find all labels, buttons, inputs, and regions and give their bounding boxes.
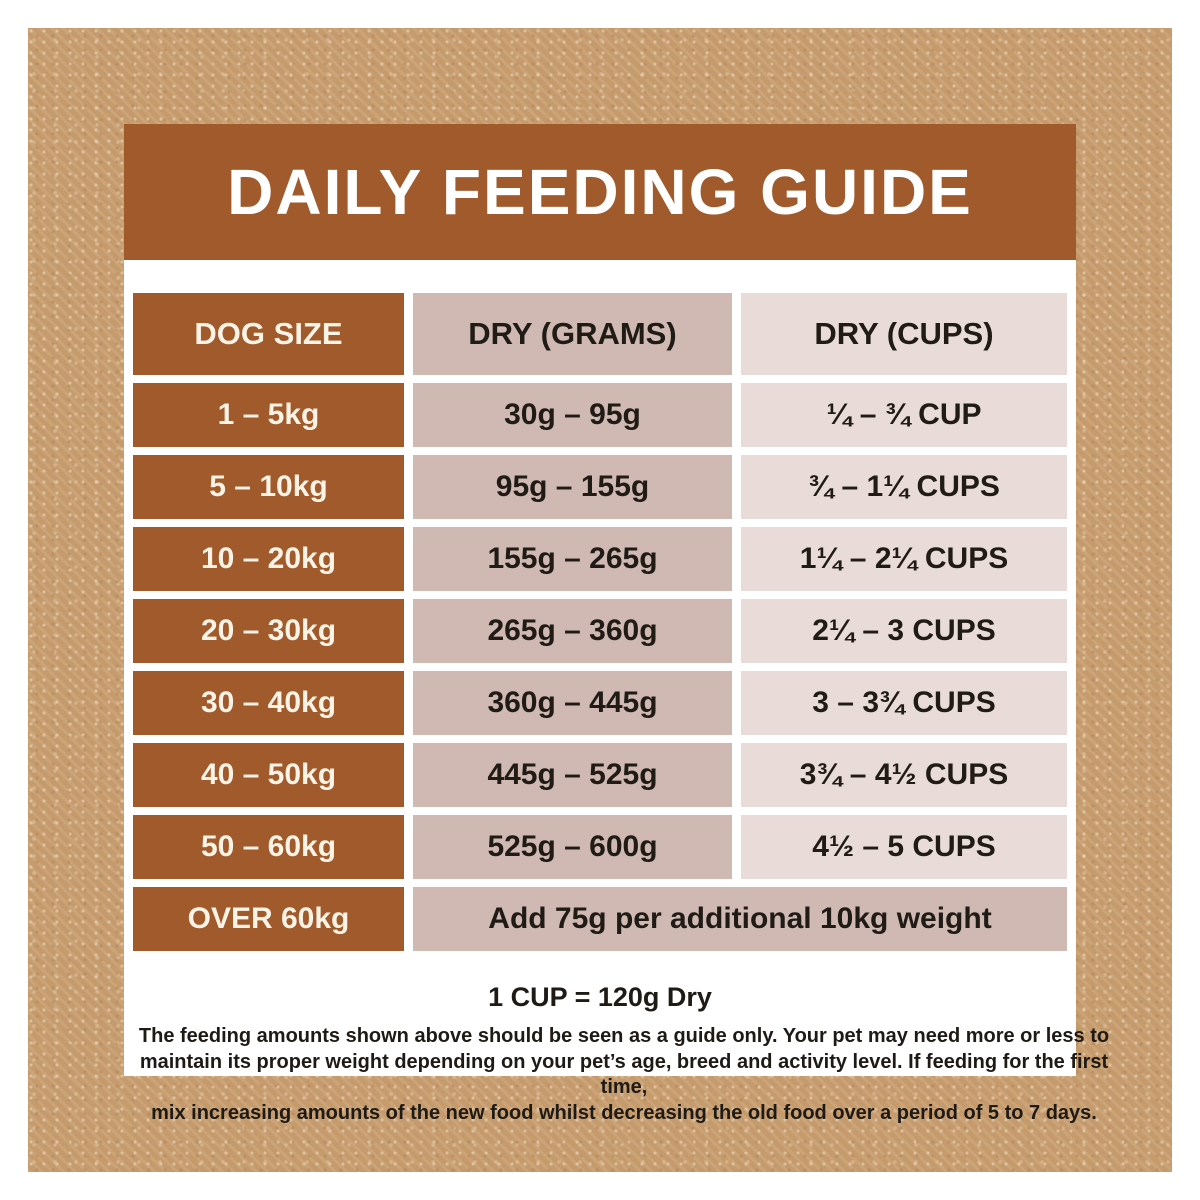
grams-cell: 95g – 155g [413, 455, 732, 519]
dog-size-cell: 5 – 10kg [133, 455, 404, 519]
cups-cell: ¼ – ¾ CUP [741, 383, 1067, 447]
page-title: DAILY FEEDING GUIDE [227, 156, 973, 228]
dog-size-cell: 20 – 30kg [133, 599, 404, 663]
cups-cell: ¾ – 1¼ CUPS [741, 455, 1067, 519]
title-banner: DAILY FEEDING GUIDE [124, 124, 1076, 260]
column-header-dog-size: DOG SIZE [133, 293, 404, 375]
disclaimer-line-3: mix increasing amounts of the new food w… [151, 1101, 1097, 1124]
column-header-dry-cups: DRY (CUPS) [741, 293, 1067, 375]
feeding-disclaimer: The feeding amounts shown above should b… [124, 1024, 1124, 1126]
dog-size-cell: OVER 60kg [133, 887, 404, 951]
cups-cell: 2¼ – 3 CUPS [741, 599, 1067, 663]
cup-equivalence-note: 1 CUP = 120g Dry [488, 982, 712, 1012]
dog-size-cell: 30 – 40kg [133, 671, 404, 735]
note-cell: Add 75g per additional 10kg weight [413, 887, 1067, 951]
feeding-table: DOG SIZE DRY (GRAMS) DRY (CUPS) 1 – 5kg 3… [133, 293, 1067, 951]
grams-cell: 155g – 265g [413, 527, 732, 591]
disclaimer-line-1: The feeding amounts shown above should b… [138, 1025, 1110, 1047]
dog-size-cell: 40 – 50kg [133, 743, 404, 807]
disclaimer-line-2: maintain its proper weight depending on … [139, 1050, 1109, 1099]
dog-size-cell: 50 – 60kg [133, 815, 404, 879]
cups-cell: 3¾ – 4½ CUPS [741, 743, 1067, 807]
content-panel: DAILY FEEDING GUIDE DOG SIZE DRY (GRAMS)… [124, 124, 1109, 1124]
grams-cell: 445g – 525g [413, 743, 732, 807]
dog-size-cell: 10 – 20kg [133, 527, 404, 591]
dog-size-cell: 1 – 5kg [133, 383, 404, 447]
grams-cell: 525g – 600g [413, 815, 732, 879]
grams-cell: 265g – 360g [413, 599, 732, 663]
grams-cell: 360g – 445g [413, 671, 732, 735]
textured-border-frame: DAILY FEEDING GUIDE DOG SIZE DRY (GRAMS)… [28, 28, 1172, 1172]
cups-cell: 3 – 3¾ CUPS [741, 671, 1067, 735]
grams-cell: 30g – 95g [413, 383, 732, 447]
cups-cell: 1¼ – 2¼ CUPS [741, 527, 1067, 591]
column-header-dry-grams: DRY (GRAMS) [413, 293, 732, 375]
cups-cell: 4½ – 5 CUPS [741, 815, 1067, 879]
